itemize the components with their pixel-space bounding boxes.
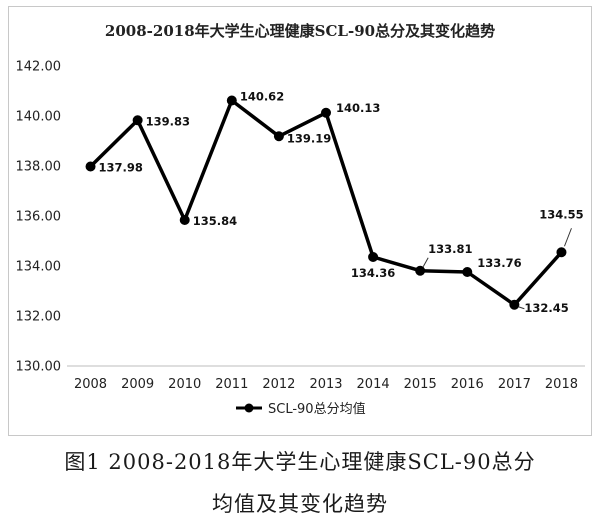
x-tick-label: 2015 [404,377,437,392]
y-tick-label: 138.00 [16,160,62,175]
data-point [179,215,190,225]
data-point [556,247,567,258]
legend: SCL-90总分均值 [236,401,366,417]
chart-frame [8,6,592,436]
x-tick-label: 2017 [498,377,531,392]
y-tick-label: 132.00 [16,310,62,325]
data-label: 137.98 [99,161,143,175]
data-label: 140.62 [240,90,284,104]
data-label: 132.45 [524,301,568,315]
label-leader-line [563,228,572,247]
y-tick-label: 134.00 [16,260,62,275]
data-label: 133.76 [477,256,521,270]
data-label: 134.36 [351,266,395,280]
line-chart: 2008-2018年大学生心理健康SCL-90总分及其变化趋势 130.0013… [16,22,585,417]
data-point [415,265,426,276]
figure-caption-line2: 均值及其变化趋势 [212,492,388,516]
y-axis: 130.00 132.00 134.00 136.00 138.00 140.00 142.… [16,60,62,375]
data-point [509,299,520,310]
data-point [368,252,379,262]
x-tick-label: 2010 [168,377,201,392]
x-tick-label: 2016 [451,377,484,392]
data-point [85,161,96,172]
legend-label: SCL-90总分均值 [268,401,366,417]
x-tick-label: 2011 [215,377,248,392]
label-leader-line [422,257,429,267]
data-label: 139.83 [146,114,190,128]
series-layer: 137.98 139.83 135.84 140.62 139.19 140.13 134.… [85,90,584,315]
y-tick-label: 130.00 [16,360,62,375]
data-label: 139.19 [287,131,331,145]
data-point [273,131,284,142]
y-tick-label: 136.00 [16,210,62,225]
chart-title: 2008-2018年大学生心理健康SCL-90总分及其变化趋势 [105,22,495,40]
x-axis: 2008 2009 2010 2011 2012 2013 2014 2015 2016 2017… [67,365,585,392]
legend-marker [244,403,254,413]
data-point [226,95,237,106]
x-tick-label: 2012 [262,377,295,392]
figure-caption-line1: 图1 2008-2018年大学生心理健康SCL-90总分 [64,450,536,474]
x-tick-label: 2009 [121,377,154,392]
data-point [321,107,331,118]
y-tick-label: 142.00 [16,60,62,75]
x-tick-label: 2013 [309,377,342,392]
data-label: 133.81 [428,242,472,256]
data-label: 135.84 [193,214,237,228]
x-tick-label: 2018 [545,377,578,392]
label-leader-line [518,306,525,310]
y-tick-label: 140.00 [16,110,62,125]
data-point [132,115,143,126]
data-label: 134.55 [539,207,583,221]
data-label: 140.13 [336,101,380,115]
data-point [462,267,473,277]
x-tick-label: 2008 [74,377,107,392]
x-tick-label: 2014 [357,377,390,392]
